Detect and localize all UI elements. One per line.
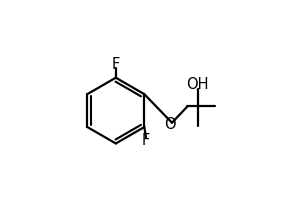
- Text: O: O: [164, 117, 176, 132]
- Text: F: F: [142, 133, 150, 148]
- Text: OH: OH: [186, 78, 209, 92]
- Text: F: F: [112, 57, 120, 72]
